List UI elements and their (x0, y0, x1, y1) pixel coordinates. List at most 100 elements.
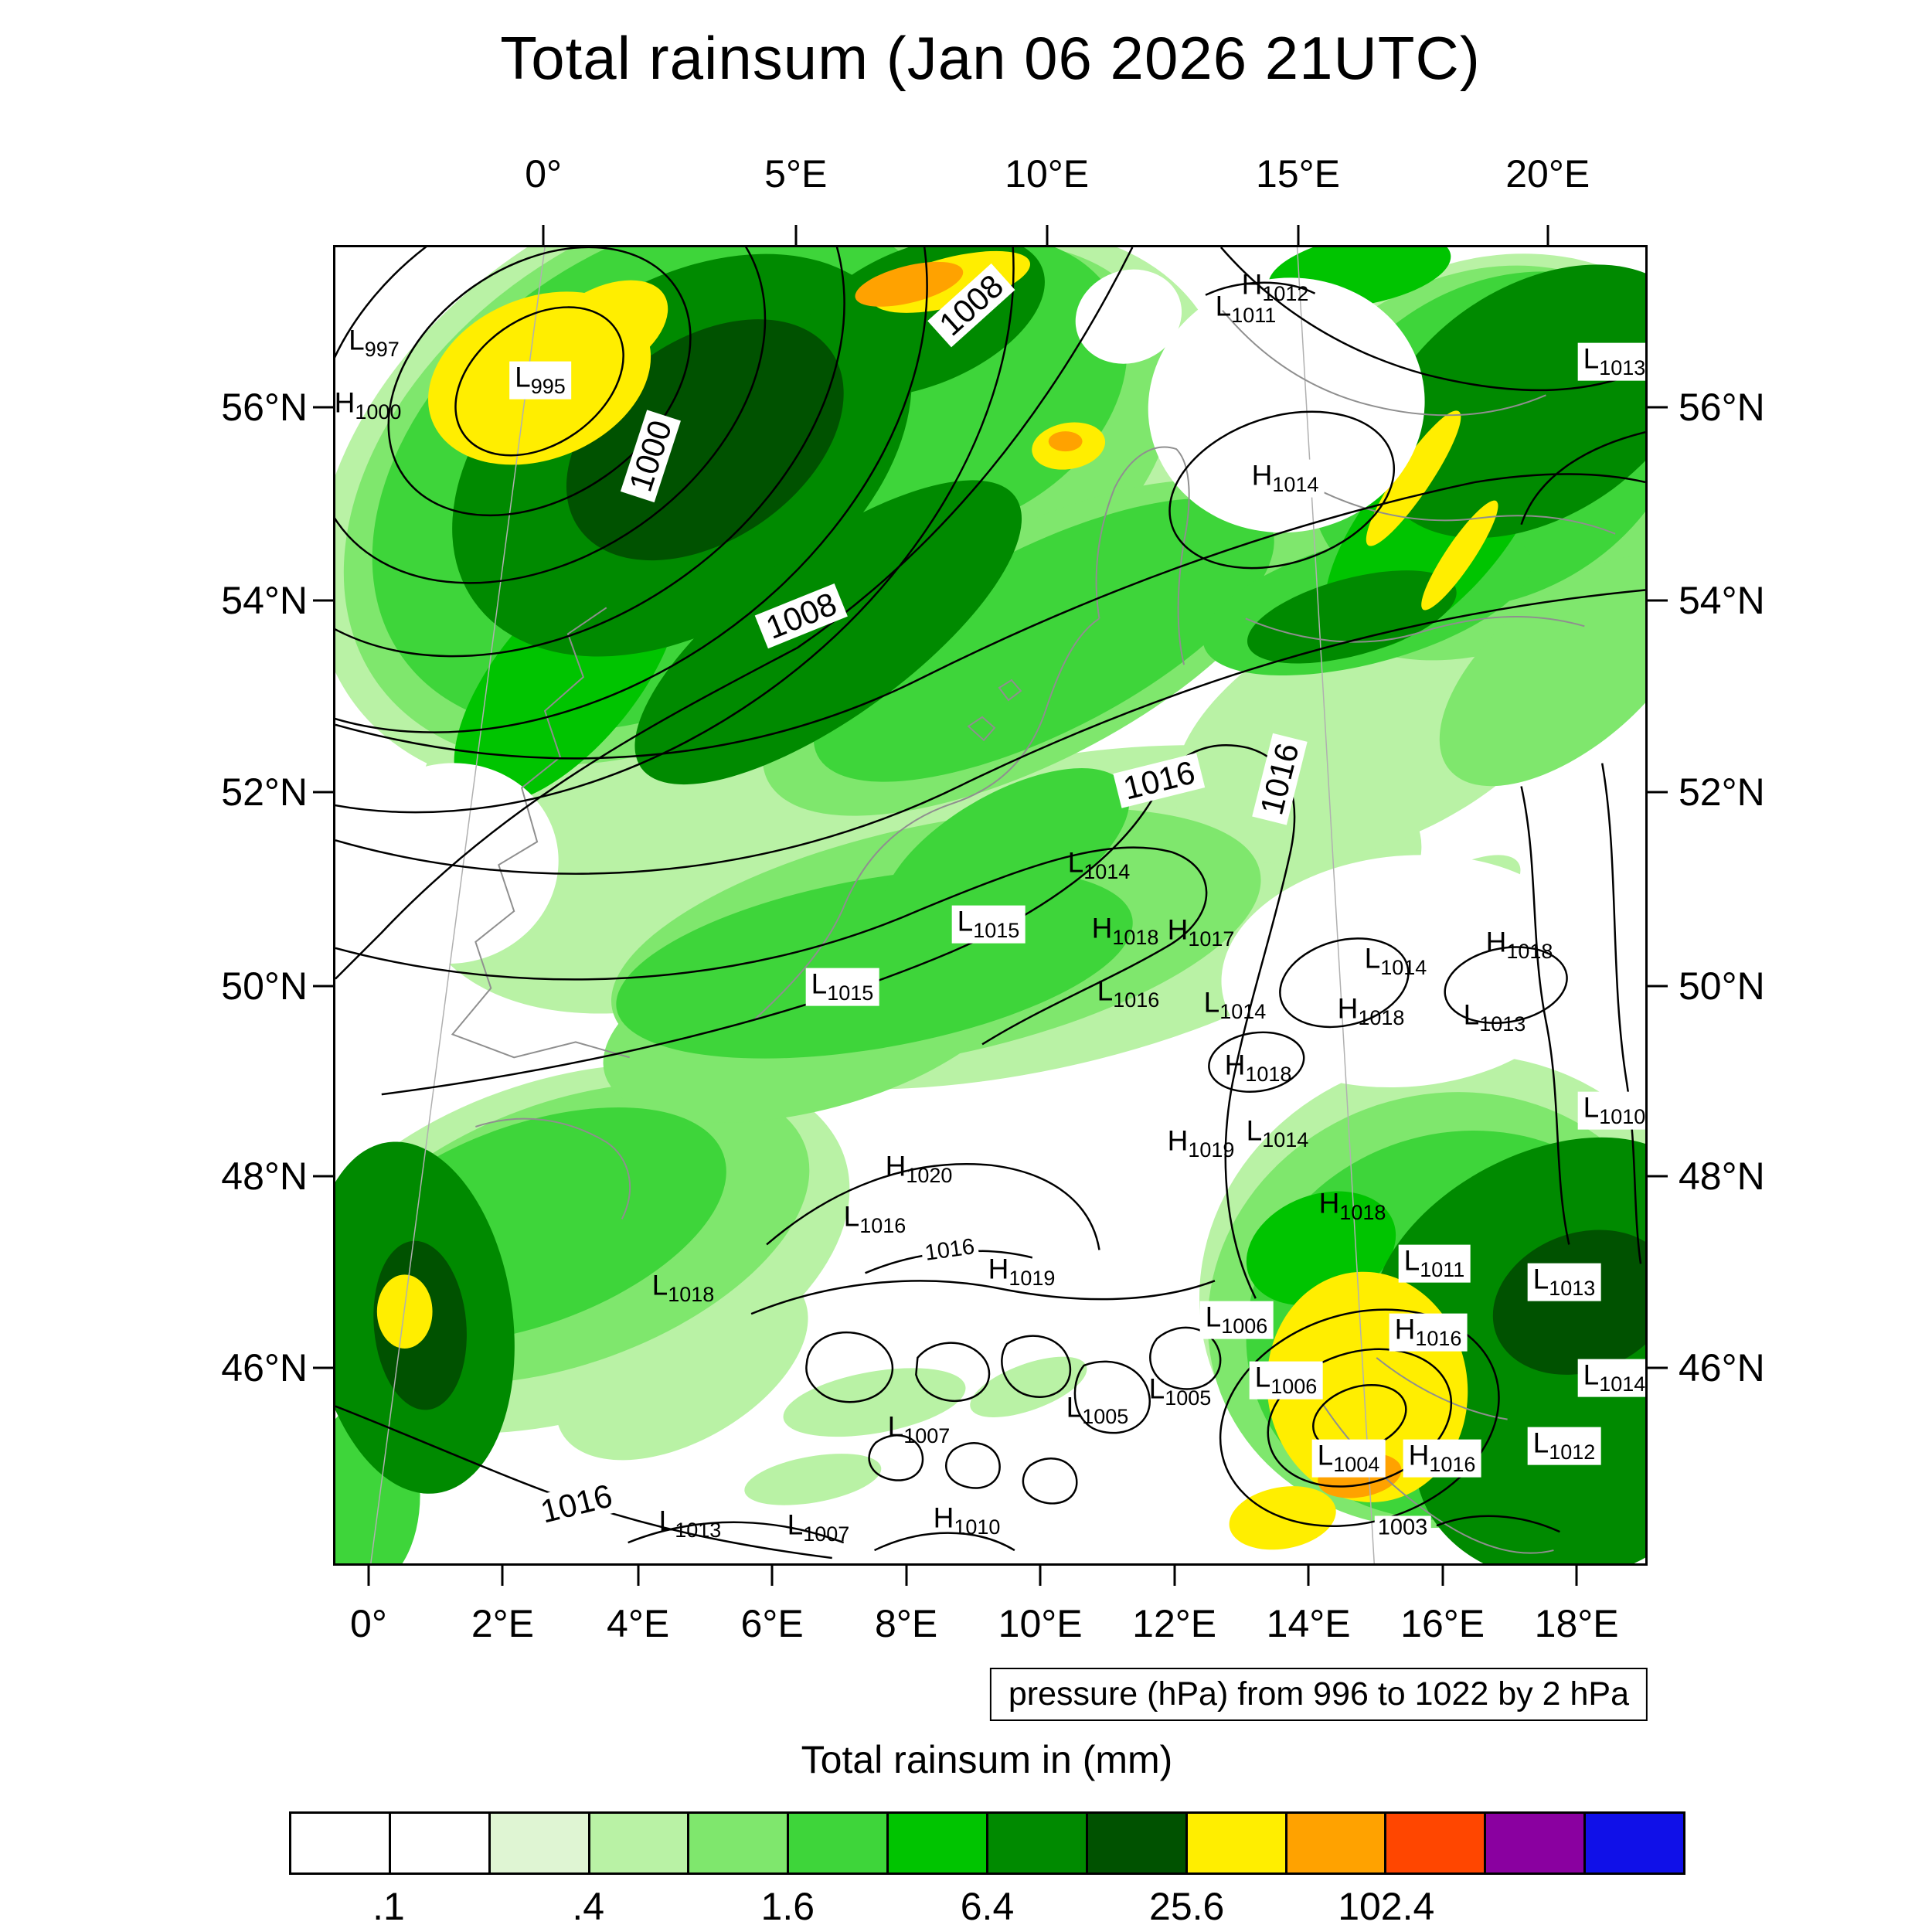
colorbar-cell (1586, 1814, 1684, 1872)
axis-tick-label-bottom: 0° (350, 1602, 387, 1645)
axis-tick-mark-bottom (1039, 1566, 1042, 1586)
pressure-center-label: L1005 (1066, 1391, 1129, 1429)
pressure-center-label: H1012 (1241, 268, 1309, 306)
axis-tick-mark-top (1297, 225, 1300, 245)
axis-tick-label-top: 15°E (1256, 152, 1341, 196)
colorbar-cell (988, 1814, 1088, 1872)
colorbar-cell (1087, 1814, 1188, 1872)
colorbar (289, 1811, 1685, 1875)
axis-tick-mark-bottom (770, 1566, 774, 1586)
colorbar-tick-label: 1.6 (760, 1885, 815, 1928)
pressure-center-label: H1018 (1318, 1187, 1386, 1225)
pressure-center-label: H1019 (988, 1253, 1056, 1291)
pressure-center-label: L995 (509, 361, 571, 400)
axis-tick-mark-left (313, 406, 333, 409)
axis-tick-mark-top (1046, 225, 1049, 245)
axis-tick-mark-right (1648, 1366, 1668, 1369)
axis-tick-label-right: 52°N (1679, 770, 1765, 814)
colorbar-tick-label: .1 (372, 1885, 405, 1928)
colorbar-cell (889, 1814, 989, 1872)
axis-tick-mark-left (313, 599, 333, 602)
pressure-center-label: L1006 (1199, 1301, 1274, 1339)
axis-tick-label-top: 10°E (1005, 152, 1090, 196)
colorbar-cell (291, 1814, 391, 1872)
pressure-center-label: L1015 (951, 905, 1026, 944)
pressure-center-label: L1011 (1215, 290, 1277, 328)
axis-tick-label-top: 0° (525, 152, 563, 196)
pressure-center-label: L1014 (1203, 986, 1267, 1024)
pressure-center-label: H1020 (885, 1150, 953, 1188)
axis-tick-label-right: 50°N (1679, 964, 1765, 1008)
pressure-center-label: L1014 (1577, 1359, 1645, 1397)
axis-tick-mark-bottom (1173, 1566, 1176, 1586)
pressure-center-label: L1014 (1067, 846, 1131, 884)
pressure-center-label: L1007 (887, 1410, 951, 1448)
axis-tick-label-bottom: 14°E (1266, 1602, 1351, 1645)
colorbar-tick-label: 102.4 (1338, 1885, 1435, 1928)
pressure-range-caption: pressure (hPa) from 996 to 1022 by 2 hPa (989, 1668, 1648, 1721)
axis-tick-label-top: 20°E (1505, 152, 1590, 196)
colorbar-cell (689, 1814, 790, 1872)
pressure-center-label: H1010 (933, 1502, 1001, 1539)
pressure-center-label: L1014 (1246, 1114, 1309, 1152)
coastlines (451, 310, 1616, 1554)
colorbar-cell (1386, 1814, 1487, 1872)
pressure-center-label: L1013 (1527, 1263, 1601, 1301)
colorbar-cell (590, 1814, 690, 1872)
pressure-center-label: L1010 (1577, 1091, 1645, 1130)
colorbar-cell (390, 1814, 491, 1872)
pressure-center-label: L1011 (1398, 1244, 1471, 1283)
axis-tick-label-bottom: 10°E (998, 1602, 1083, 1645)
colorbar-cell (1287, 1814, 1387, 1872)
axis-tick-mark-left (313, 1366, 333, 1369)
axis-tick-label-right: 56°N (1679, 386, 1765, 430)
pressure-center-label: H1016 (1389, 1313, 1468, 1352)
isobar-value-label: 1003 (1374, 1515, 1431, 1540)
pressure-center-label: H1019 (1167, 1124, 1235, 1162)
axis-tick-mark-bottom (905, 1566, 908, 1586)
axis-tick-mark-right (1648, 599, 1668, 602)
axis-tick-mark-top (1546, 225, 1549, 245)
colorbar-tick-label: 6.4 (960, 1885, 1015, 1928)
pressure-center-label: L1013 (658, 1505, 722, 1543)
isobar-value-label: 1016 (530, 1476, 623, 1532)
axis-tick-label-bottom: 6°E (740, 1602, 804, 1645)
colorbar-cell (1486, 1814, 1587, 1872)
axis-tick-label-bottom: 8°E (875, 1602, 938, 1645)
axis-tick-label-bottom: 12°E (1132, 1602, 1217, 1645)
pressure-center-label: L1013 (1577, 342, 1645, 381)
pressure-center-label: L1013 (1463, 998, 1526, 1036)
axis-tick-label-left: 52°N (221, 770, 308, 814)
colorbar-cell (789, 1814, 889, 1872)
colorbar-title: Total rainsum in (mm) (801, 1738, 1173, 1781)
colorbar-tick-label: 25.6 (1149, 1885, 1225, 1928)
isobar-value-label: 1016 (1113, 753, 1206, 808)
pressure-center-label: H1018 (1224, 1049, 1292, 1087)
colorbar-cell (1187, 1814, 1287, 1872)
axis-tick-mark-bottom (637, 1566, 640, 1586)
axis-tick-label-right: 46°N (1679, 1345, 1765, 1389)
axis-tick-label-left: 56°N (221, 386, 308, 430)
pressure-center-label: L1016 (843, 1200, 906, 1238)
pressure-center-label: L1014 (1364, 942, 1427, 980)
pressure-center-label: L1007 (787, 1509, 850, 1546)
pressure-center-label: H1014 (1246, 459, 1325, 498)
pressure-center-label: H1018 (1485, 926, 1553, 964)
axis-tick-label-left: 46°N (221, 1345, 308, 1389)
pressure-center-label: L1005 (1148, 1372, 1212, 1410)
axis-tick-label-bottom: 2°E (471, 1602, 534, 1645)
axis-tick-label-left: 48°N (221, 1154, 308, 1198)
isobar-contours (335, 247, 1645, 1560)
plot-title: Total rainsum (Jan 06 2026 21UTC) (500, 24, 1481, 92)
map-plot-area: L997 H1000 L995 H1012 L1011 L1013 H1014 L1014 L1… (333, 245, 1648, 1566)
isobar-value-label: 1016 (920, 1234, 980, 1267)
axis-tick-mark-right (1648, 406, 1668, 409)
pressure-center-label: H1018 (1337, 992, 1405, 1030)
axis-tick-mark-bottom (367, 1566, 370, 1586)
isobar-value-label: 1000 (620, 409, 682, 503)
isobar-value-label: 1016 (1252, 733, 1308, 825)
pressure-center-label: H1000 (334, 386, 402, 424)
pressure-center-label: H1017 (1167, 913, 1235, 951)
axis-tick-mark-bottom (1307, 1566, 1310, 1586)
axis-tick-label-bottom: 16°E (1400, 1602, 1485, 1645)
